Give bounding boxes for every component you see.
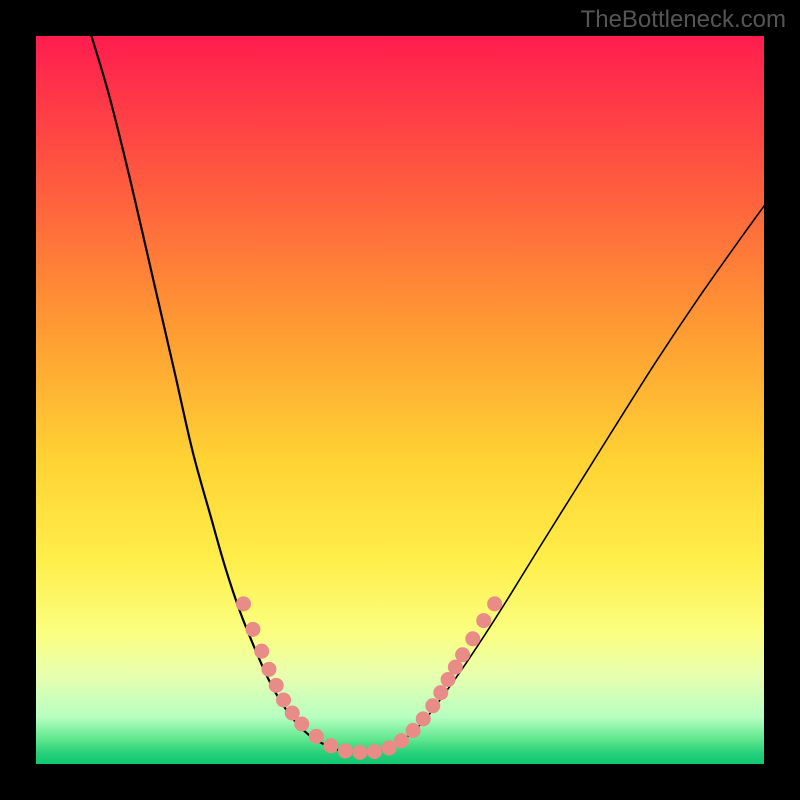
marker-dot	[245, 622, 260, 637]
marker-dot	[254, 644, 269, 659]
marker-dot	[352, 745, 367, 760]
marker-dot	[276, 692, 291, 707]
marker-dot	[236, 596, 251, 611]
marker-dot	[323, 738, 338, 753]
marker-dot	[487, 596, 502, 611]
marker-dot	[406, 723, 421, 738]
bottleneck-v-curve-chart	[36, 36, 764, 764]
marker-dot	[416, 711, 431, 726]
marker-dot	[465, 631, 480, 646]
marker-dot	[476, 613, 491, 628]
marker-dot	[269, 678, 284, 693]
watermark-text: TheBottleneck.com	[581, 6, 786, 34]
marker-dot	[338, 743, 353, 758]
gradient-background	[36, 36, 764, 764]
marker-dot	[367, 744, 382, 759]
chart-frame: TheBottleneck.com	[0, 0, 800, 800]
marker-dot	[294, 716, 309, 731]
marker-dot	[394, 733, 409, 748]
marker-dot	[261, 662, 276, 677]
marker-dot	[455, 647, 470, 662]
marker-dot	[309, 729, 324, 744]
marker-dot	[425, 698, 440, 713]
marker-dot	[433, 685, 448, 700]
plot-area	[36, 36, 764, 764]
